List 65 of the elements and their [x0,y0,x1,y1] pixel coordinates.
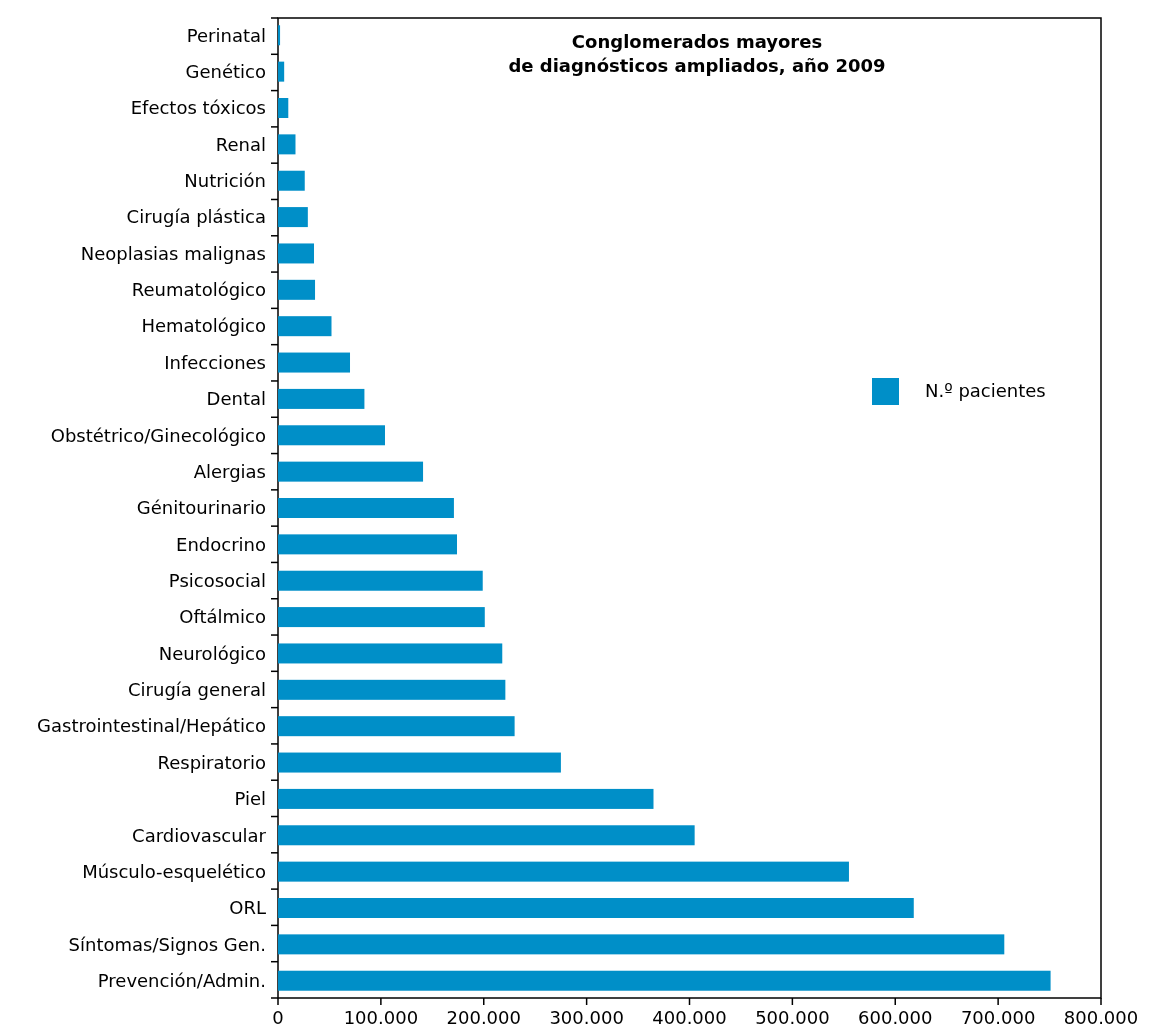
text: Conglomerados mayores de diagnósticos ampliados, año 2009 [508,31,886,76]
y-tick-label: Cirugía general [128,679,266,701]
y-tick-label: Infecciones [164,351,266,373]
bar [278,861,849,882]
y-tick-label: Nutrición [184,170,266,192]
y-tick-label: Dental [206,388,266,410]
bar [278,643,503,664]
bar [278,170,305,191]
bar [278,207,308,228]
x-tick-label: 200.000 [446,1007,521,1028]
y-tick-label: Cirugía plástica [126,206,266,228]
x-tick-label: 800.000 [1063,1007,1139,1028]
bar [278,570,483,591]
y-tick-label: Genético [185,60,266,82]
bar [278,243,315,264]
bar [278,25,281,46]
bar [278,134,296,155]
x-tick-label: 600.000 [858,1007,933,1028]
legend-label: N.º pacientes [925,380,1046,402]
y-tick-label: Perinatal [186,24,266,46]
bar [278,461,424,482]
y-tick-label: Gastrointestinal/Hepático [37,715,266,737]
bar [278,498,454,518]
bar [278,607,485,628]
y-tick-label: Alergias [193,460,266,482]
y-tick-label: ORL [229,897,266,919]
x-tick-label: 100.000 [343,1007,419,1028]
y-tick-label: Hematológico [141,315,266,337]
y-tick-label: Renal [215,133,266,155]
y-tick-label: Reumatológico [131,279,266,301]
bar [278,934,1005,955]
bar [278,679,506,700]
bar [278,898,914,918]
y-tick-label: Neurológico [158,642,266,664]
y-tick-label: Síntomas/Signos Gen. [68,933,266,955]
bar [278,61,285,82]
y-tick-label: Oftálmico [179,606,266,628]
y-tick-label: Prevención/Admin. [97,970,266,992]
bar [278,316,332,337]
y-tick-label: Neoplasias malignas [80,242,266,264]
y-tick-label: Respiratorio [157,751,266,773]
bar [278,788,654,809]
bar [278,279,316,300]
y-tick-label: Efectos tóxicos [130,97,266,119]
bar [278,352,351,373]
bar [278,534,457,555]
bar [278,825,695,846]
y-tick-label: Endocrino [176,533,266,555]
bar [278,970,1051,991]
x-tick-label: 700.000 [960,1007,1036,1028]
bar [278,716,515,737]
bar [278,98,289,118]
bar [278,388,365,409]
x-tick-label: 300.000 [549,1007,624,1028]
x-tick-label: 500.000 [755,1007,830,1028]
y-tick-label: Génitourinario [136,497,266,519]
bar [278,752,561,773]
y-tick-label: Piel [234,788,266,810]
y-tick-label: Obstétrico/Ginecológico [50,424,266,446]
y-tick-label: Músculo-esquelético [82,860,266,882]
y-tick-label: Psicosocial [168,570,266,592]
x-tick-label: 0 [272,1007,284,1028]
x-tick-label: 400.000 [652,1007,727,1028]
bar [278,425,385,446]
y-tick-label: Cardiovascular [132,824,267,846]
